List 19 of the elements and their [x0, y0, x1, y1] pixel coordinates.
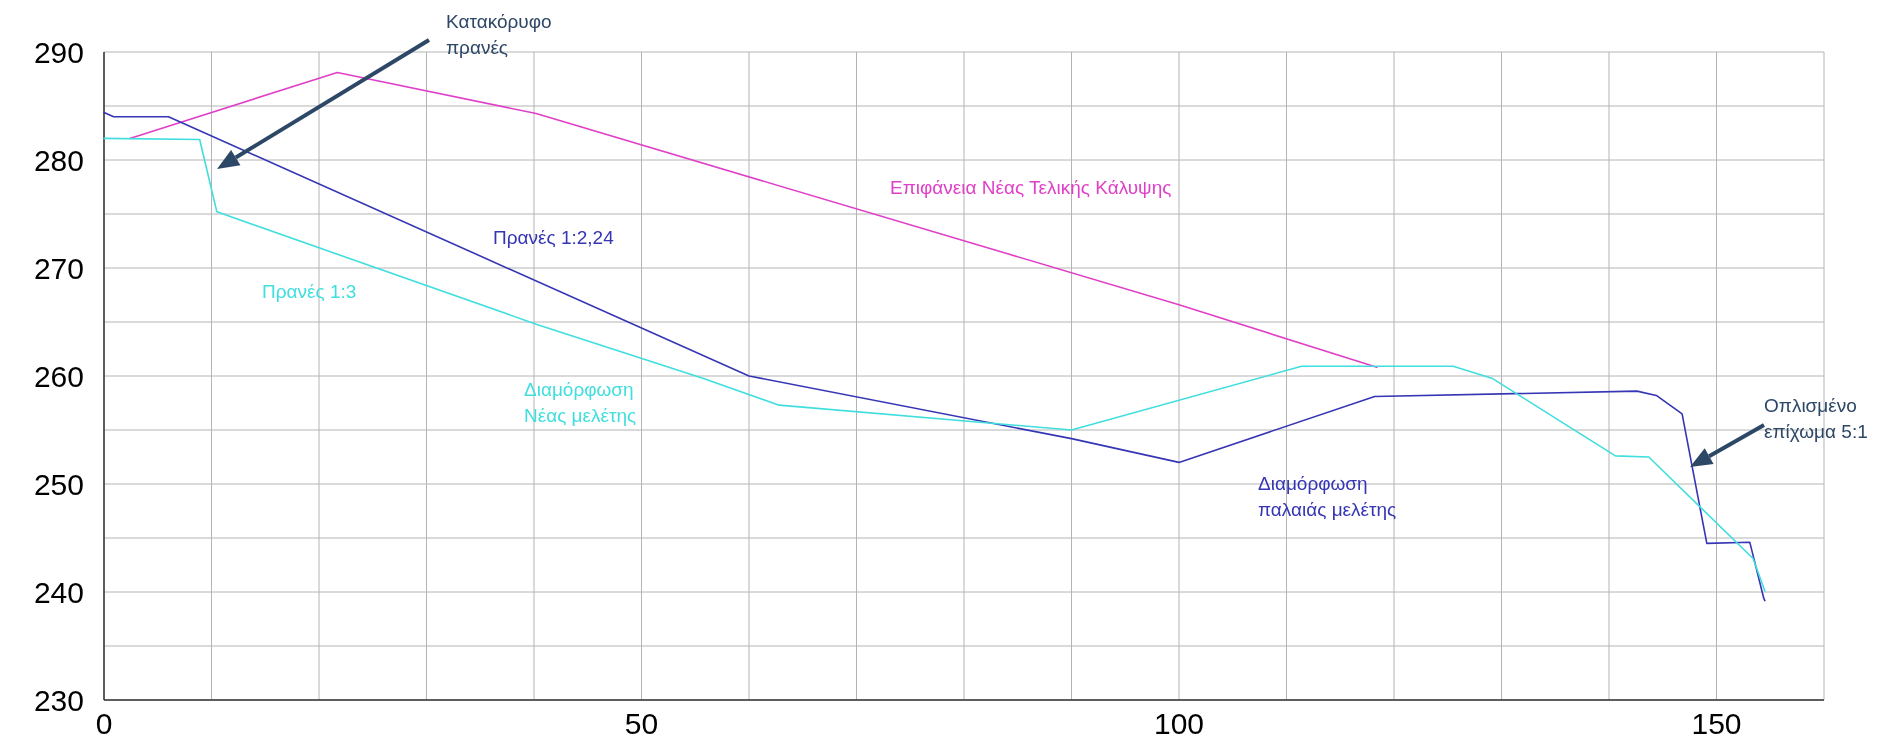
series-label: Επιφάνεια Νέας Τελικής Κάλυψης [890, 177, 1172, 198]
x-tick-label: 50 [624, 707, 659, 740]
y-tick-label: 290 [33, 35, 84, 69]
annotation: Πρανές 1:2,24 [493, 227, 615, 248]
series-label: Διαμόρφωση παλαιάς μελέτης [1258, 473, 1397, 520]
y-tick-label: 260 [33, 359, 84, 393]
annotation: Οπλισμένο επίχωμα 5:1 [1764, 395, 1868, 442]
y-tick-label: 280 [33, 143, 84, 177]
line-series [129, 71, 1378, 369]
x-tick-label: 100 [1153, 707, 1205, 740]
series-label: Διαμόρφωση Νέας μελέτης [524, 379, 637, 426]
x-tick-label: 0 [95, 707, 113, 740]
annotation: Κατακόρυφο πρανές [446, 11, 552, 58]
y-tick-label: 240 [33, 575, 84, 609]
annotation: Πρανές 1:3 [262, 281, 357, 302]
x-tick-label: 150 [1691, 707, 1742, 740]
y-tick-label: 250 [33, 467, 84, 501]
y-tick-label: 230 [33, 683, 84, 717]
y-tick-label: 270 [33, 251, 84, 285]
